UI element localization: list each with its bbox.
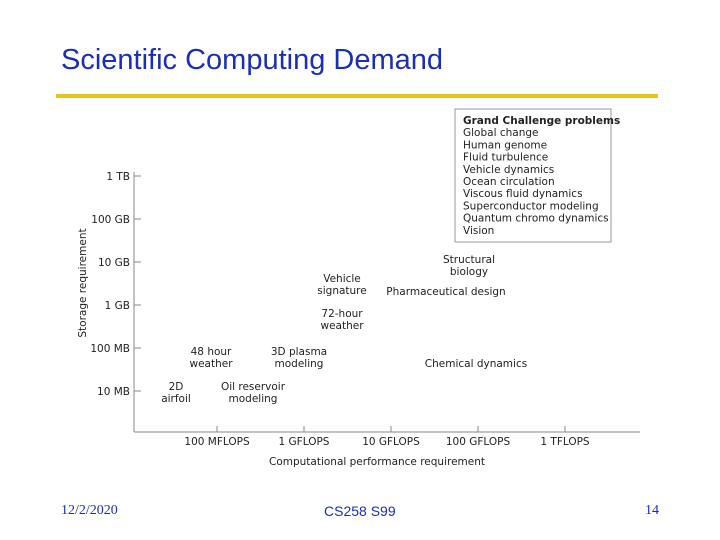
annotation-line: biology: [450, 266, 488, 278]
annotation-line: airfoil: [161, 393, 191, 405]
footer-page-number: 14: [645, 503, 659, 518]
annotation-line: Pharmaceutical design: [386, 286, 505, 298]
annotation-line: modeling: [275, 358, 324, 370]
x-tick-group: 100 MFLOPS 1 GFLOPS 10 GFLOPS 100 GFLOPS 1 T…: [184, 426, 590, 448]
x-tick-label: 1 TFLOPS: [540, 436, 590, 448]
annotation-line: 48 hour: [191, 346, 232, 358]
annotation-line: Vehicle: [323, 273, 361, 285]
grand-challenge-item: Superconductor modeling: [463, 200, 599, 212]
x-tick-label: 100 GFLOPS: [446, 436, 511, 448]
grand-challenge-item: Fluid turbulence: [463, 152, 548, 164]
y-tick-group: 10 MB 100 MB 1 GB 10 GB 100 GB 1 TB: [90, 171, 141, 398]
grand-challenge-item: Global change: [463, 127, 538, 139]
grand-challenge-item: Human genome: [463, 139, 547, 151]
annotation-line: 72-hour: [321, 308, 363, 320]
y-tick-label: 100 GB: [91, 214, 130, 226]
problem-annotation: Pharmaceutical design: [386, 286, 505, 298]
footer-date: 12/2/2020: [61, 503, 118, 518]
annotation-line: Structural: [443, 254, 495, 266]
grand-challenge-item: Ocean circulation: [463, 176, 555, 188]
grand-challenge-box: [454, 108, 612, 243]
y-tick-label: 10 GB: [98, 257, 130, 269]
grand-challenge-title: Grand Challenge problems: [463, 115, 620, 127]
x-tick-label: 100 MFLOPS: [184, 436, 250, 448]
grand-challenge-item: Viscous fluid dynamics: [463, 188, 583, 200]
x-axis-label: Computational performance requirement: [269, 456, 485, 468]
x-tick-label: 1 GFLOPS: [279, 436, 330, 448]
annotation-line: Oil reservoir: [221, 381, 286, 393]
y-tick-label: 1 GB: [105, 300, 130, 312]
annotation-line: Chemical dynamics: [425, 358, 527, 370]
y-axis-label: Storage requirement: [77, 228, 89, 337]
grand-challenge-item: Quantum chromo dynamics: [463, 213, 609, 225]
grand-challenge-item: Vehicle dynamics: [463, 164, 554, 176]
axes: [133, 172, 640, 433]
annotation-line: weather: [189, 358, 233, 370]
annotation-line: 3D plasma: [271, 346, 327, 358]
x-tick-label: 10 GFLOPS: [362, 436, 420, 448]
y-tick-label: 1 TB: [106, 171, 130, 183]
annotation-line: modeling: [229, 393, 278, 405]
y-tick-label: 100 MB: [90, 343, 130, 355]
annotation-line: weather: [320, 320, 364, 332]
annotation-line: 2D: [169, 381, 184, 393]
slide-title: Scientific Computing Demand: [61, 44, 444, 76]
problem-annotation: Chemical dynamics: [425, 358, 527, 370]
footer-course: CS258 S99: [324, 503, 396, 519]
title-rule: [56, 94, 658, 98]
grand-challenge-item: Vision: [463, 225, 494, 237]
y-tick-label: 10 MB: [97, 386, 130, 398]
annotation-line: signature: [317, 285, 366, 297]
